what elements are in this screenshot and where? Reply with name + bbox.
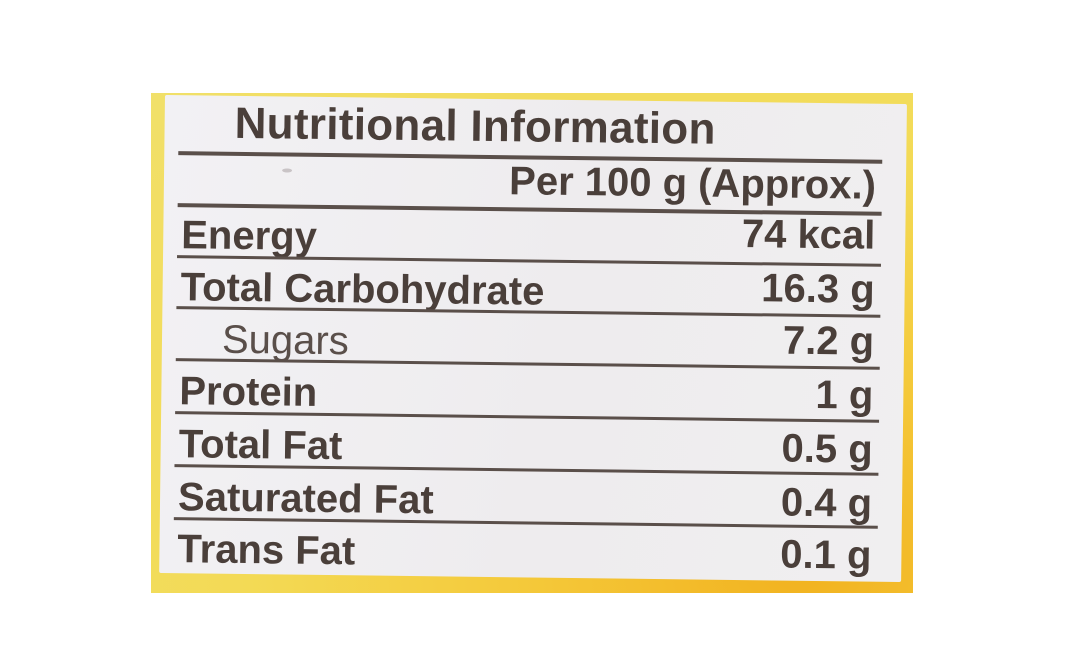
nutrient-amount: 0.4 g <box>780 480 873 526</box>
divider <box>173 517 878 529</box>
nutrient-name: Energy <box>181 213 318 259</box>
product-photo: Nutritional Information Per 100 g (Appro… <box>151 93 913 593</box>
divider <box>174 464 879 476</box>
divider <box>175 411 880 423</box>
label-title: Nutritional Information <box>234 98 717 154</box>
nutrient-name: Total Fat <box>178 422 343 469</box>
nutrient-amount: 74 kcal <box>741 212 876 258</box>
nutrient-amount: 1 g <box>815 372 874 418</box>
nutrient-name: Protein <box>179 369 318 415</box>
nutrient-name: Trans Fat <box>177 527 356 574</box>
nutrition-label: Nutritional Information Per 100 g (Appro… <box>159 95 907 583</box>
nutrient-name: Total Carbohydrate <box>180 265 545 314</box>
divider <box>177 255 881 267</box>
nutrient-amount: 16.3 g <box>761 266 875 312</box>
label-smudge <box>282 168 293 173</box>
nutrient-name: Saturated Fat <box>177 475 434 523</box>
nutrient-amount: 0.5 g <box>781 426 873 472</box>
divider <box>175 358 880 370</box>
serving-basis: Per 100 g (Approx.) <box>508 159 877 208</box>
nutrient-name: Sugars <box>221 317 350 364</box>
nutrient-amount: 7.2 g <box>782 318 875 364</box>
nutrient-amount: 0.1 g <box>780 532 872 578</box>
